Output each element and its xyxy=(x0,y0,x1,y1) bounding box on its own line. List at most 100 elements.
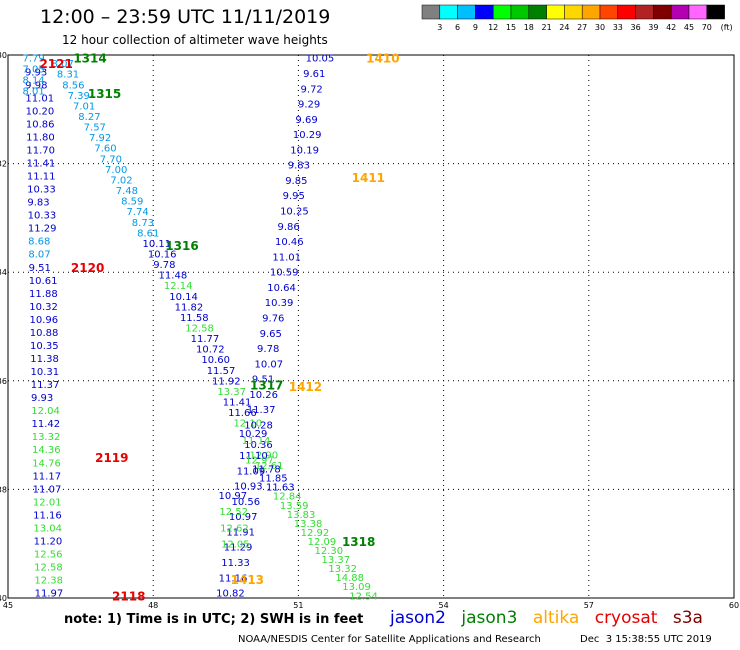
swh-value-label: 9.78 xyxy=(257,344,279,355)
colorbar-label: 30 xyxy=(595,23,605,32)
colorbar-unit: (ft) xyxy=(721,23,733,32)
swh-value-label: 9.93 xyxy=(31,393,53,404)
swh-value-label: 11.37 xyxy=(31,380,60,391)
legend-cryosat: cryosat xyxy=(594,608,658,628)
swh-value-label: 7.48 xyxy=(116,186,138,197)
swh-value-label: 11.57 xyxy=(207,366,236,377)
colorbar-label: 18 xyxy=(524,23,534,32)
swh-value-label: 10.61 xyxy=(29,276,58,287)
swh-value-label: 12.92 xyxy=(301,528,330,539)
swh-value-label: 12.09 xyxy=(308,537,337,548)
swh-value-label: 9.51 xyxy=(252,375,274,386)
colorbar-label: 12 xyxy=(488,23,498,32)
satellite-legend: jason2 jason3 altika cryosat s3a xyxy=(390,608,713,628)
swh-value-label: 9.86 xyxy=(278,222,300,233)
lat-tick-label: -32 xyxy=(0,160,7,169)
swh-value-label: 8.27 xyxy=(78,112,100,123)
swh-value-label: 14.76 xyxy=(32,458,61,469)
swh-value-label: 10.33 xyxy=(28,211,57,222)
swh-value-label: 12.97 xyxy=(245,456,274,467)
swh-value-label: 8.73 xyxy=(132,218,154,229)
swh-value-label: 9.78 xyxy=(153,260,175,271)
colorbar-label: 3 xyxy=(437,23,442,32)
swh-value-label: 9.72 xyxy=(301,84,323,95)
legend-altika: altika xyxy=(532,608,580,628)
swh-value-label: 13.38 xyxy=(294,519,323,530)
credit-text: NOAA/NESDIS Center for Satellite Applica… xyxy=(238,634,541,645)
pass-time-label: 1410 xyxy=(366,52,399,66)
swh-value-label: 10.36 xyxy=(244,440,273,451)
swh-value-label: 9.69 xyxy=(295,115,317,126)
pass-time-label: 1315 xyxy=(88,87,121,101)
swh-value-label: 10.31 xyxy=(31,367,60,378)
map-frame xyxy=(7,54,735,599)
swh-value-label: 10.25 xyxy=(280,207,309,218)
pass-time-label: 1314 xyxy=(73,52,106,66)
lon-tick-label: 54 xyxy=(439,601,449,610)
swh-value-label: 8.01 xyxy=(23,86,45,97)
swh-value-label: 9.93 xyxy=(25,67,47,78)
swh-value-label: 12.38 xyxy=(34,576,63,587)
colorbar-label: 24 xyxy=(559,23,569,32)
swh-value-label: 11.78 xyxy=(252,465,281,476)
colorbar-label: 70 xyxy=(702,23,712,32)
swh-value-label: 10.32 xyxy=(29,302,58,313)
swh-value-label: 13.59 xyxy=(280,501,309,512)
legend-jason3: jason3 xyxy=(461,608,518,628)
swh-value-label: 10.35 xyxy=(30,341,59,352)
swh-value-label: 10.72 xyxy=(196,345,225,356)
swh-value-label: 7.01 xyxy=(73,101,95,112)
swh-value-label: 7.00 xyxy=(105,165,127,176)
swh-value-label: 11.97 xyxy=(35,589,64,600)
lon-tick-label: 48 xyxy=(148,601,158,610)
swh-value-label: 11.16 xyxy=(219,573,248,584)
swh-value-label: 11.29 xyxy=(28,224,57,235)
legend-s3a: s3a xyxy=(672,608,703,628)
swh-value-label: 14.36 xyxy=(32,445,61,456)
lon-tick-label: 57 xyxy=(584,601,594,610)
swh-value-label: 10.88 xyxy=(30,328,59,339)
swh-value-label: 9.61 xyxy=(303,69,325,80)
swh-value-label: 11.14 xyxy=(242,436,271,447)
swh-value-label: 12.58 xyxy=(185,324,214,335)
lat-tick-label: -40 xyxy=(0,594,7,603)
lat-tick-label: -38 xyxy=(0,485,7,494)
swh-value-label: 10.14 xyxy=(169,292,198,303)
pass-time-label: 2121 xyxy=(39,57,72,71)
colorbar-label: 27 xyxy=(577,23,587,32)
swh-value-label: 7.05 xyxy=(23,65,45,76)
pass-time-label: 2119 xyxy=(95,451,128,465)
swh-value-label: 13.04 xyxy=(33,523,62,534)
swh-value-label: 7.57 xyxy=(84,123,106,134)
swh-value-label: 10.64 xyxy=(267,283,296,294)
swh-value-label: 8.61 xyxy=(137,228,159,239)
pass-time-label: 1316 xyxy=(165,239,198,253)
swh-value-label: 10.20 xyxy=(26,106,55,117)
page-subtitle: 12 hour collection of altimeter wave hei… xyxy=(62,33,328,47)
swh-value-label: 10.39 xyxy=(265,298,294,309)
swh-value-label: 11.80 xyxy=(26,132,55,143)
swh-value-label: 13.37 xyxy=(217,387,246,398)
wave-height-map: 45 48 51 54 57 60 -30 -32 -34 -36 -38 -40 9.93 9.98 11… xyxy=(0,51,739,610)
generated-timestamp: Dec 3 15:38:55 UTC 2019 xyxy=(580,634,712,645)
swh-value-label: 11.17 xyxy=(32,471,61,482)
swh-value-label: 11.38 xyxy=(30,354,59,365)
swh-value-label: 12.62 xyxy=(220,523,249,534)
swh-value-label: 10.33 xyxy=(27,185,56,196)
pass-time-label: 1318 xyxy=(342,535,375,549)
swh-value-label: 10.28 xyxy=(244,420,273,431)
swh-value-label: 11.82 xyxy=(175,302,204,313)
swh-value-label: 9.98 xyxy=(25,80,47,91)
lat-tick-label: -34 xyxy=(0,268,7,277)
swh-value-label: 9.85 xyxy=(285,176,307,187)
note-text: note: 1) Time is in UTC; 2) SWH is in fe… xyxy=(64,612,364,627)
swh-value-label: 13.32 xyxy=(328,564,357,575)
swh-value-label: 10.96 xyxy=(30,315,59,326)
color-scale-bar: 3 6 9 12 15 18 21 24 27 30 33 36 39 42 45 70 (ft) xyxy=(421,4,733,32)
swh-value-label: 10.05 xyxy=(306,54,335,65)
swh-value-label: 10.82 xyxy=(216,589,245,600)
swh-value-label: 9.95 xyxy=(283,191,305,202)
swh-value-label: 11.91 xyxy=(226,527,255,538)
swh-value-label: 9.29 xyxy=(298,100,320,111)
swh-value-label: 8.07 xyxy=(28,250,50,261)
